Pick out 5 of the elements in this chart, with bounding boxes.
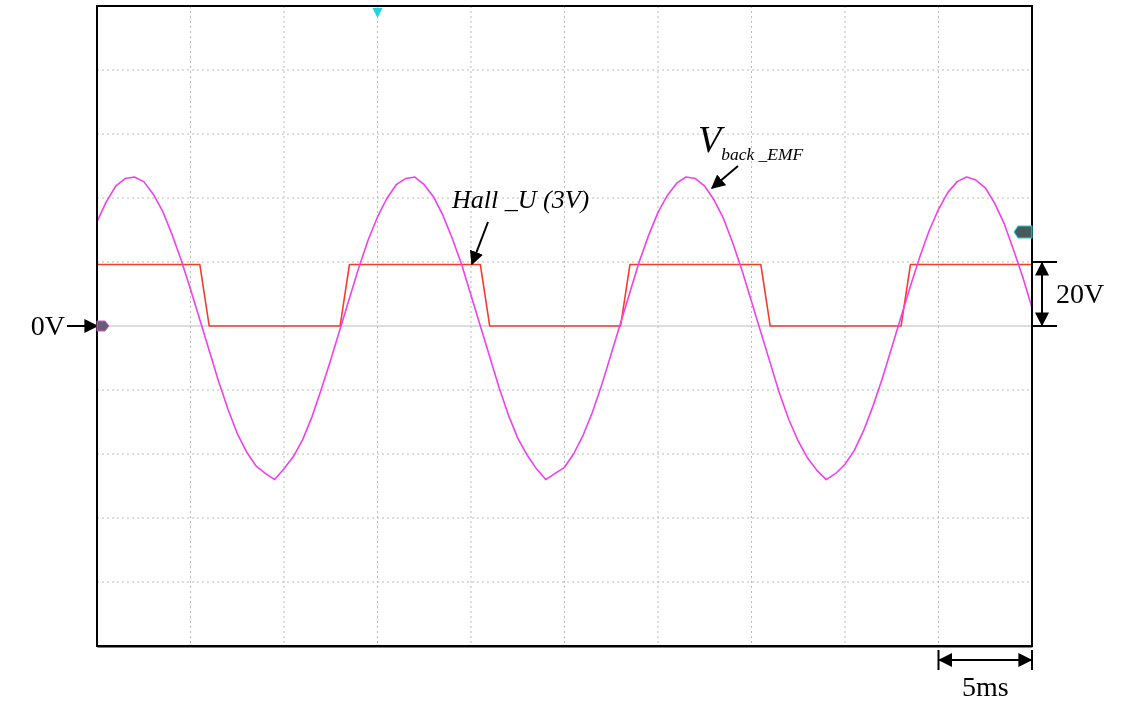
series-label: V$_{back _EMF}$ [698,118,804,164]
text: 20V [1056,278,1105,309]
text: 0V [30,310,65,341]
text: 5ms [961,671,1009,702]
series-label: Hall _U (3V) [451,185,590,214]
